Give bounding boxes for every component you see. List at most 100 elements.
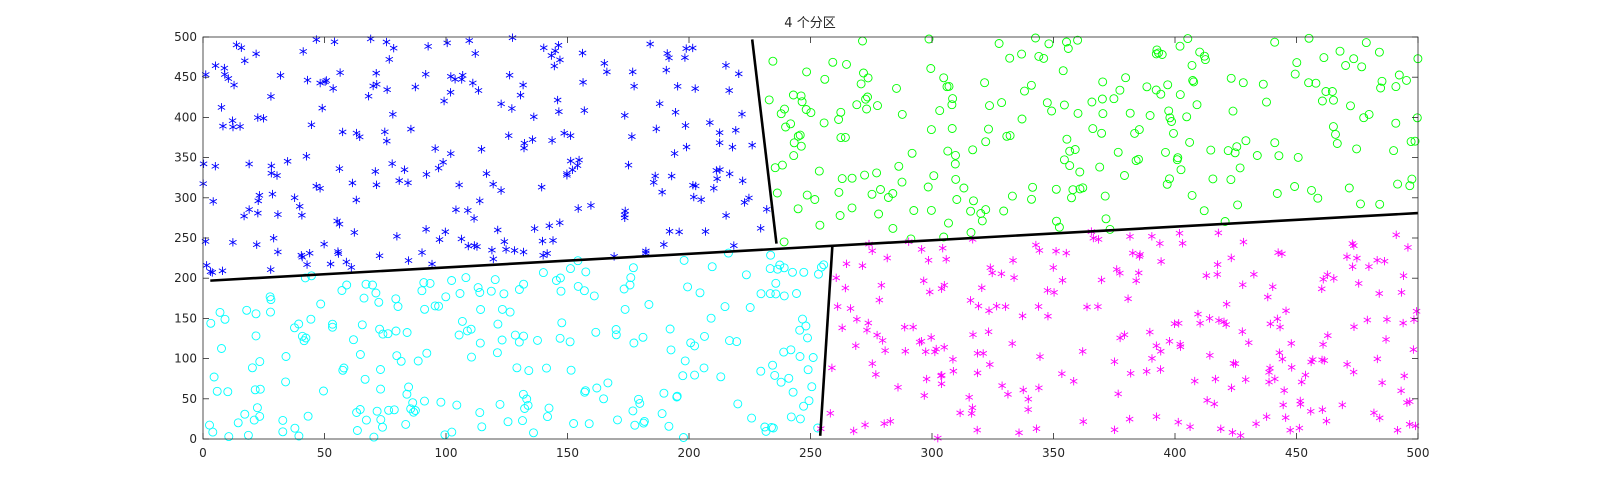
axes: 0 50 100 150 200 250 300 350 400 450 500 0 50 100 150 2… — [174, 30, 1429, 460]
data-point — [229, 122, 237, 132]
data-point — [1233, 200, 1243, 210]
data-point — [780, 104, 789, 114]
data-point — [1120, 171, 1129, 180]
data-point — [1142, 82, 1152, 92]
data-point — [1318, 405, 1327, 414]
data-point — [762, 205, 771, 214]
data-point — [458, 71, 467, 80]
data-point — [251, 309, 261, 319]
data-point — [218, 266, 227, 276]
data-point — [858, 36, 867, 46]
data-point — [519, 331, 529, 341]
data-point — [303, 411, 313, 421]
data-point — [1211, 374, 1220, 384]
data-point — [355, 350, 365, 359]
data-point — [949, 355, 957, 364]
data-point — [909, 206, 919, 215]
data-point — [566, 156, 575, 166]
data-point — [715, 128, 724, 137]
y-tick-label: 350 — [174, 151, 197, 165]
data-point — [1195, 47, 1205, 57]
data-point — [771, 278, 781, 288]
data-point — [520, 404, 530, 413]
data-point — [215, 307, 225, 317]
data-point — [1402, 75, 1411, 85]
data-point — [852, 100, 862, 110]
data-point — [939, 73, 949, 83]
data-point — [330, 37, 339, 47]
data-point — [874, 209, 884, 219]
data-point — [847, 203, 857, 213]
data-point — [422, 348, 432, 358]
data-point — [302, 152, 311, 161]
data-point — [1353, 253, 1361, 263]
x-tick-label: 100 — [435, 446, 458, 460]
data-point — [801, 321, 811, 331]
y-tick-label: 400 — [174, 110, 197, 124]
data-point — [639, 418, 649, 428]
y-tick-label: 150 — [174, 311, 197, 325]
data-point — [573, 161, 582, 170]
data-point — [926, 64, 936, 73]
data-point — [690, 341, 700, 351]
data-point — [1004, 390, 1012, 399]
data-point — [294, 431, 304, 441]
data-point — [779, 237, 789, 247]
data-point — [355, 405, 365, 414]
data-point — [457, 316, 467, 326]
data-point — [801, 105, 811, 114]
data-point — [1274, 151, 1284, 161]
data-point — [249, 415, 259, 425]
data-point — [862, 104, 872, 114]
data-point — [1357, 62, 1367, 72]
data-point — [337, 286, 347, 295]
data-point — [463, 206, 472, 215]
data-point — [1079, 417, 1088, 426]
data-point — [1062, 37, 1071, 47]
data-point — [1281, 413, 1290, 422]
data-point — [766, 250, 776, 260]
data-point — [1112, 265, 1121, 274]
data-point — [795, 352, 805, 361]
data-point — [835, 211, 845, 220]
data-point — [1047, 106, 1057, 116]
data-point — [901, 347, 910, 356]
data-point — [1155, 239, 1164, 248]
data-point — [863, 92, 872, 102]
data-point — [209, 372, 219, 382]
data-point — [1222, 320, 1231, 329]
data-point — [1252, 151, 1262, 160]
data-point — [422, 170, 431, 179]
data-point — [681, 121, 690, 130]
data-point — [1010, 273, 1018, 282]
data-point — [508, 33, 517, 42]
data-point — [369, 432, 379, 442]
data-point — [402, 389, 412, 399]
data-point — [1361, 38, 1371, 48]
data-point — [697, 195, 706, 204]
data-point — [925, 287, 934, 297]
data-point — [247, 363, 257, 373]
data-point — [497, 304, 507, 314]
data-point — [638, 332, 648, 342]
data-point — [251, 331, 261, 341]
data-point — [400, 165, 409, 174]
data-point — [1087, 97, 1097, 107]
data-point — [1097, 94, 1107, 104]
data-point — [1130, 128, 1140, 138]
data-point — [629, 338, 639, 348]
data-point — [446, 88, 455, 97]
data-point — [907, 148, 917, 158]
data-point — [242, 305, 252, 315]
data-point — [372, 180, 381, 190]
data-point — [441, 292, 451, 302]
data-point — [651, 171, 660, 181]
data-point — [664, 421, 674, 431]
data-point — [303, 260, 311, 269]
data-point — [474, 86, 483, 95]
data-point — [803, 333, 812, 343]
data-point — [1412, 307, 1421, 316]
data-point — [1280, 386, 1289, 395]
data-point — [364, 91, 373, 101]
data-point — [950, 159, 960, 169]
